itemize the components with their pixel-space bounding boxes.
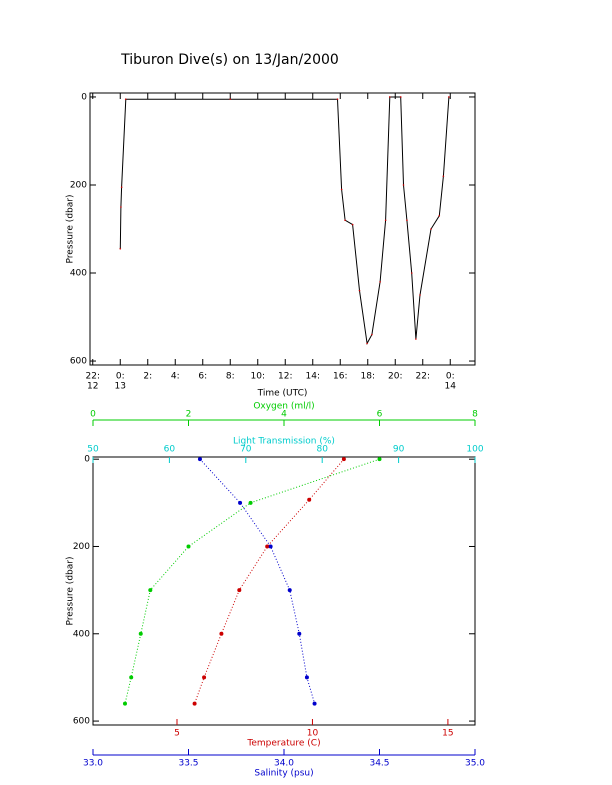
x-tick-label: 35.0 [465, 759, 485, 769]
x-tick-label: 6 [377, 410, 383, 420]
x-tick-label: 20: [388, 372, 402, 382]
data-point [340, 188, 343, 191]
x-tick-label: 34.0 [274, 759, 294, 769]
x-axis-title: Salinity (psu) [254, 769, 313, 779]
data-point [119, 248, 122, 250]
profile-point [197, 457, 202, 462]
x-axis-title: Light Transmission (%) [233, 437, 335, 447]
data-point [366, 342, 368, 345]
x-tick-label: 22: [416, 372, 430, 382]
x-tick-label: 8: [226, 372, 235, 382]
y-tick-label: 400 [73, 629, 90, 639]
x-tick-label: 10 [307, 729, 319, 739]
x-axis-title: Oxygen (ml/l) [253, 402, 314, 412]
x-tick-label: 14: [306, 372, 320, 382]
data-point [415, 338, 417, 340]
x-tick-label: 2: [143, 372, 152, 382]
data-point [371, 333, 373, 336]
data-point [399, 96, 402, 98]
data-point [430, 228, 432, 230]
x-tick-label: 22: [86, 372, 100, 382]
profile-point [138, 631, 143, 636]
x-tick-label: 4: [171, 372, 180, 382]
x-tick-label: 34.5 [369, 759, 389, 769]
x-tick-label: 10: [251, 372, 265, 382]
y-axis-title: Pressure (dbar) [66, 195, 76, 264]
data-point [384, 219, 387, 221]
y-tick-label: 600 [73, 717, 90, 727]
data-point [229, 98, 232, 100]
profile-line [199, 458, 316, 704]
data-point [419, 294, 421, 296]
profile-point [377, 457, 382, 462]
data-point [358, 289, 361, 292]
page-title: Tiburon Dive(s) on 13/Jan/2000 [120, 52, 339, 68]
profile-point [219, 631, 224, 636]
data-point [442, 175, 445, 177]
data-point [124, 98, 127, 100]
x-tick-label: 2 [186, 410, 192, 420]
plot-frame [92, 456, 476, 726]
profile-point [312, 701, 317, 706]
x-tick-label: 4 [281, 410, 287, 420]
data-point [351, 223, 354, 226]
x-tick-label: 15 [442, 729, 453, 739]
x-axis-title: Time (UTC) [257, 389, 308, 399]
x-tick-label: 100 [466, 445, 483, 455]
x-tick-label: 50 [87, 445, 99, 455]
profile-point [122, 701, 127, 706]
data-point [120, 186, 123, 188]
x-tick-date: 13 [115, 382, 126, 392]
x-axis-title: Temperature (C) [246, 739, 320, 749]
data-point [438, 214, 441, 217]
x-tick-label: 18: [361, 372, 375, 382]
x-tick-label: 6: [198, 372, 207, 382]
y-tick-label: 200 [70, 180, 87, 190]
data-point [388, 96, 391, 98]
x-tick-label: 60 [164, 445, 176, 455]
y-axis-title: Pressure (dbar) [66, 557, 76, 626]
data-point [344, 219, 346, 221]
x-tick-label: 5 [174, 729, 180, 739]
x-tick-label: 0 [90, 410, 96, 420]
profile-line [124, 458, 380, 704]
y-tick-label: 200 [73, 542, 90, 552]
x-tick-label: 16: [333, 372, 347, 382]
x-tick-label: 33.5 [178, 759, 198, 769]
x-tick-date: 12 [87, 382, 98, 392]
x-tick-date: 14 [445, 382, 457, 392]
x-tick-label: 33.0 [83, 759, 103, 769]
pressure-line [119, 96, 450, 345]
x-tick-label: 70 [240, 445, 252, 455]
x-tick-label: 8 [472, 410, 478, 420]
y-tick-label: 400 [70, 269, 87, 279]
profile-point [248, 500, 253, 505]
x-tick-label: 0: [116, 372, 125, 382]
data-point [379, 281, 381, 283]
profile-point [202, 675, 207, 680]
x-tick-label: 90 [393, 445, 405, 455]
plot-frame [89, 92, 476, 366]
data-point [410, 272, 413, 274]
profile-point [268, 544, 273, 549]
x-tick-label: 80 [316, 445, 328, 455]
profile-line [194, 458, 345, 704]
data-point [402, 184, 405, 186]
y-tick-label: 0 [81, 92, 87, 102]
data-point [448, 96, 450, 98]
x-tick-label: 12: [278, 372, 292, 382]
data-point [336, 98, 339, 100]
y-tick-label: 0 [84, 455, 90, 465]
y-tick-label: 600 [70, 357, 87, 367]
x-tick-label: 0: [446, 372, 455, 382]
data-point [406, 219, 408, 221]
profile-point [129, 675, 134, 680]
data-point [120, 206, 122, 208]
profile-point [287, 588, 292, 593]
profile-point [192, 701, 197, 706]
